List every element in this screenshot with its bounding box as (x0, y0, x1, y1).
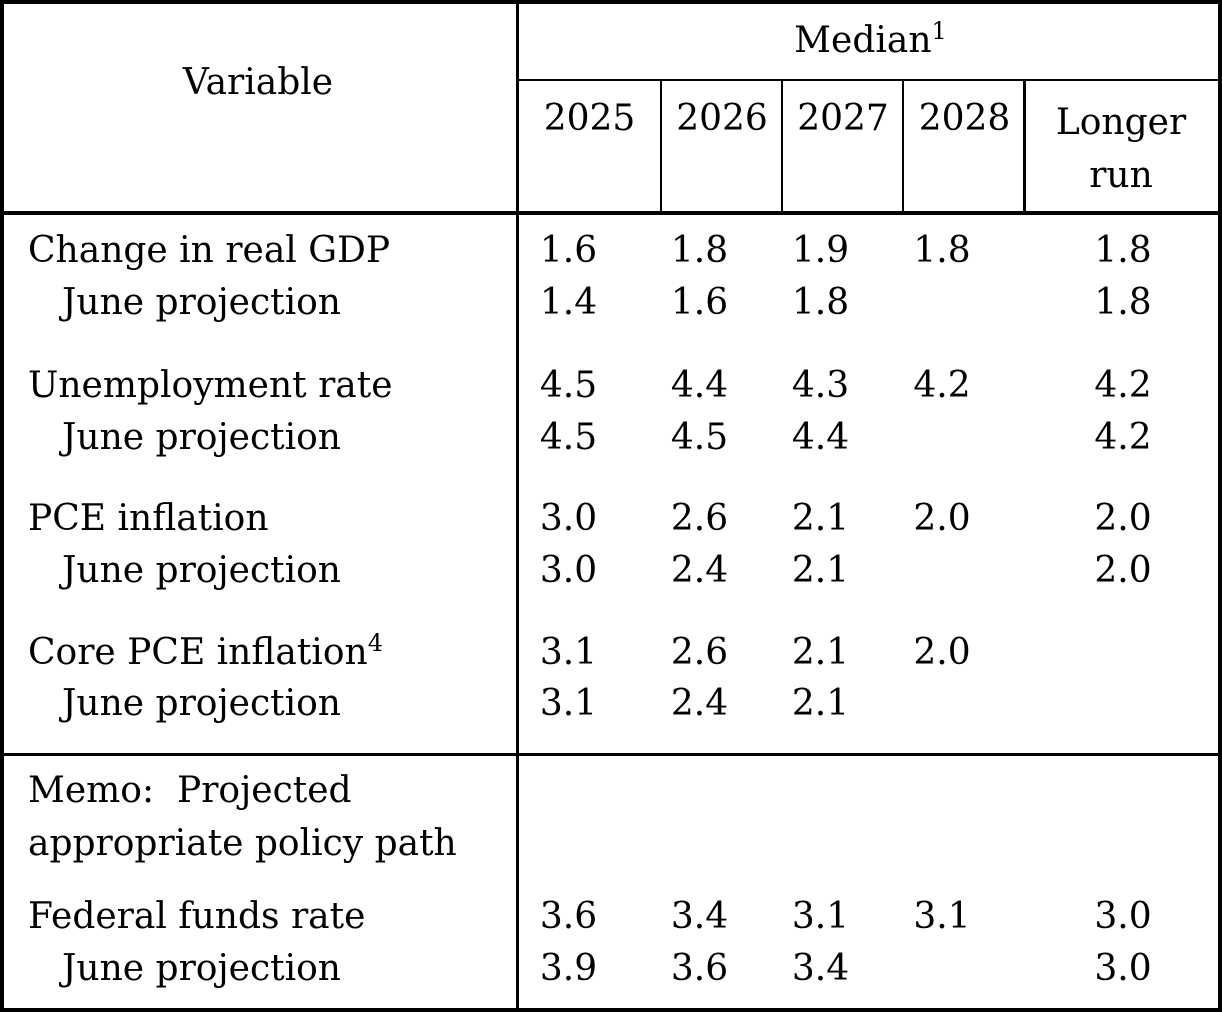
cell-value: 3.4 (791, 948, 850, 989)
table-row: Core PCE inflation4 3.1 2.6 2.1 2.0 (0, 626, 1222, 679)
table-row: June projection 4.5 4.5 4.4 4.2 (0, 411, 1222, 464)
cell-value: 4.4 (670, 365, 729, 406)
variable-median-divider (516, 0, 519, 1012)
cell-value: 4.2 (913, 365, 971, 406)
row-label: June projection (62, 282, 341, 323)
cell-value: 2.0 (1094, 498, 1152, 539)
cell-value: 1.8 (1094, 230, 1152, 271)
memo-label-line1: Memo: Projected (28, 770, 352, 811)
table-row: Federal funds rate 3.6 3.4 3.1 3.1 3.0 (0, 890, 1222, 943)
year-divider-2027-2028 (902, 81, 904, 211)
median-footnote-marker: 1 (931, 17, 947, 45)
cell-value: 1.8 (1094, 282, 1152, 323)
cell-value: 3.6 (670, 948, 729, 989)
row-label: June projection (62, 948, 341, 989)
cell-value: 3.0 (539, 550, 598, 591)
cell-value: 2.1 (791, 550, 850, 591)
table-row: June projection 3.9 3.6 3.4 3.0 (0, 942, 1222, 995)
table-row: June projection 1.4 1.6 1.8 1.8 (0, 276, 1222, 329)
row-label: Change in real GDP (28, 230, 391, 271)
cell-value: 3.1 (539, 683, 598, 724)
row-label: PCE inflation (28, 498, 269, 539)
cell-value: 1.8 (913, 230, 971, 271)
memo-label-line2: appropriate policy path (28, 823, 457, 864)
table-row: Unemployment rate 4.5 4.4 4.3 4.2 4.2 (0, 359, 1222, 412)
cell-value: 3.1 (913, 896, 971, 937)
cell-value: 1.4 (539, 282, 598, 323)
year-header-2025: 2025 (543, 98, 636, 139)
median-column-header: Median1 (519, 14, 1222, 67)
median-label: Median (794, 20, 932, 61)
cell-value: 1.9 (791, 230, 850, 271)
cell-value: 4.3 (791, 365, 850, 406)
row-label: June projection (62, 550, 341, 591)
row-label: Unemployment rate (28, 365, 393, 406)
cell-value: 2.4 (670, 683, 729, 724)
year-divider-2028-longer-run (1023, 81, 1026, 211)
cell-value: 1.8 (791, 282, 850, 323)
year-header-2026: 2026 (676, 98, 768, 139)
cell-value: 1.6 (670, 282, 729, 323)
cell-value: 3.1 (791, 896, 850, 937)
cell-value: 2.6 (670, 498, 729, 539)
longer-run-header-line2: run (1089, 155, 1153, 196)
header-bottom-rule (0, 211, 1222, 215)
cell-value: 3.6 (539, 896, 598, 937)
longer-run-header-line1: Longer (1055, 102, 1187, 143)
cell-value: 4.2 (1094, 417, 1152, 458)
cell-value: 3.0 (1094, 948, 1152, 989)
cell-value: 4.2 (1094, 365, 1152, 406)
cell-value: 1.6 (539, 230, 598, 271)
table-row: PCE inflation 3.0 2.6 2.1 2.0 2.0 (0, 492, 1222, 545)
variable-column-header: Variable (182, 62, 334, 103)
cell-value: 2.1 (791, 498, 850, 539)
row-label: June projection (62, 417, 341, 458)
row-label: Core PCE inflation4 (28, 629, 383, 673)
median-underline (519, 79, 1222, 81)
row-label: June projection (62, 683, 341, 724)
year-divider-2025-2026 (660, 81, 662, 211)
cell-value: 3.9 (539, 948, 598, 989)
cell-value: 4.5 (670, 417, 729, 458)
table-row: Change in real GDP 1.6 1.8 1.9 1.8 1.8 (0, 224, 1222, 277)
longer-run-header: Longer run (1027, 96, 1215, 202)
cell-value: 1.8 (670, 230, 729, 271)
cell-value: 4.4 (791, 417, 850, 458)
core-pce-footnote-marker: 4 (367, 629, 383, 657)
table-row: June projection 3.1 2.4 2.1 (0, 677, 1222, 730)
cell-value: 2.6 (670, 632, 729, 673)
cell-value: 3.4 (670, 896, 729, 937)
cell-value: 3.0 (539, 498, 598, 539)
cell-value: 2.0 (1094, 550, 1152, 591)
memo-section-rule (0, 753, 1222, 756)
cell-value: 4.5 (539, 417, 598, 458)
cell-value: 2.0 (913, 498, 971, 539)
cell-value: 3.1 (539, 632, 598, 673)
cell-value: 2.1 (791, 683, 850, 724)
year-divider-2026-2027 (781, 81, 783, 211)
year-header-2028: 2028 (918, 98, 1011, 139)
cell-value: 2.0 (913, 632, 971, 673)
row-label: Federal funds rate (28, 896, 366, 937)
year-header-2027: 2027 (797, 98, 889, 139)
cell-value: 4.5 (539, 365, 598, 406)
cell-value: 3.0 (1094, 896, 1152, 937)
cell-value: 2.1 (791, 632, 850, 673)
cell-value: 2.4 (670, 550, 729, 591)
table-row: June projection 3.0 2.4 2.1 2.0 (0, 544, 1222, 597)
